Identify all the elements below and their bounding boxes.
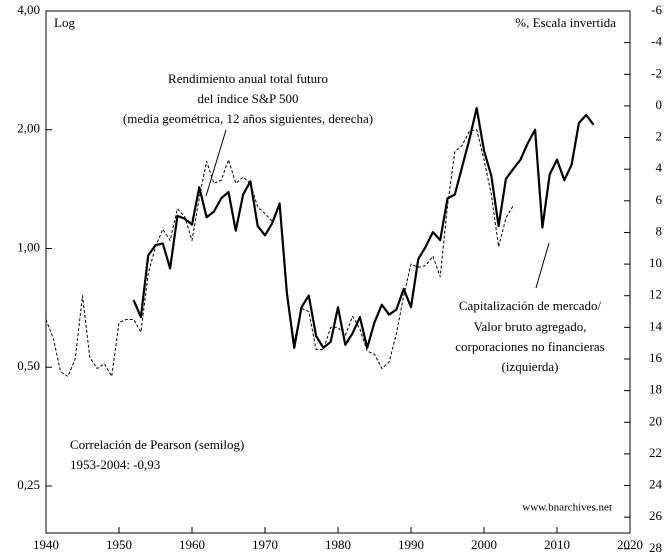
- x-tick-label: 1970: [252, 537, 278, 552]
- annotation: Capitalización de mercado/: [459, 298, 602, 313]
- y2-tick-label: 16: [649, 350, 663, 365]
- y-tick-label: 2,00: [17, 121, 40, 136]
- y2-tick-label: -6: [651, 2, 662, 17]
- annotation: (media geométrica, 12 años siguientes, d…: [123, 111, 373, 126]
- x-tick-label: 2020: [617, 537, 643, 552]
- source: www.bnarchives.net: [522, 502, 612, 514]
- y2-tick-label: 28: [649, 540, 662, 554]
- y-tick-label: 0,25: [17, 477, 40, 492]
- y2-tick-label: 4: [656, 160, 663, 175]
- y2-tick-label: 8: [656, 223, 663, 238]
- y2-tick-label: 20: [649, 413, 662, 428]
- y-tick-label: 4,00: [17, 2, 40, 17]
- annotation: Valor bruto agregado,: [474, 319, 587, 334]
- x-tick-label: 1980: [325, 537, 351, 552]
- leader-line: [535, 242, 550, 289]
- y2-tick-label: 14: [649, 318, 663, 333]
- leader-line: [205, 129, 227, 197]
- x-tick-label: 1950: [106, 537, 132, 552]
- annotation: del índice S&P 500: [198, 91, 299, 106]
- left-axis-label: Log: [54, 15, 75, 30]
- x-tick-label: 2000: [471, 537, 497, 552]
- y2-tick-label: 26: [649, 508, 663, 523]
- x-tick-label: 1960: [179, 537, 205, 552]
- y2-tick-label: -4: [651, 34, 662, 49]
- x-tick-label: 1990: [398, 537, 424, 552]
- annotation: Rendimiento anual total futuro: [168, 71, 328, 86]
- y2-tick-label: 0: [656, 97, 663, 112]
- y2-tick-label: 12: [649, 287, 662, 302]
- series-line: [132, 106, 595, 349]
- y2-tick-label: -2: [651, 65, 662, 80]
- x-tick-label: 2010: [544, 537, 570, 552]
- series-line: [45, 129, 514, 377]
- annotation: 1953-2004: -0,93: [70, 457, 160, 472]
- y2-tick-label: 2: [656, 129, 663, 144]
- y2-tick-label: 24: [649, 477, 663, 492]
- y2-tick-label: 10: [649, 255, 662, 270]
- annotation: Correlación de Pearson (semilog): [70, 437, 244, 452]
- plot-frame: [45, 10, 631, 534]
- y2-tick-label: 6: [656, 192, 663, 207]
- annotation: (izquierda): [501, 359, 558, 374]
- x-tick-label: 1940: [33, 537, 59, 552]
- annotation: corporaciones no financieras: [455, 339, 604, 354]
- y2-tick-label: 18: [649, 382, 662, 397]
- y2-tick-label: 22: [649, 445, 662, 460]
- right-axis-label: %, Escala invertida: [515, 15, 616, 30]
- y-tick-label: 0,50: [17, 358, 40, 373]
- y-tick-label: 1,00: [17, 239, 40, 254]
